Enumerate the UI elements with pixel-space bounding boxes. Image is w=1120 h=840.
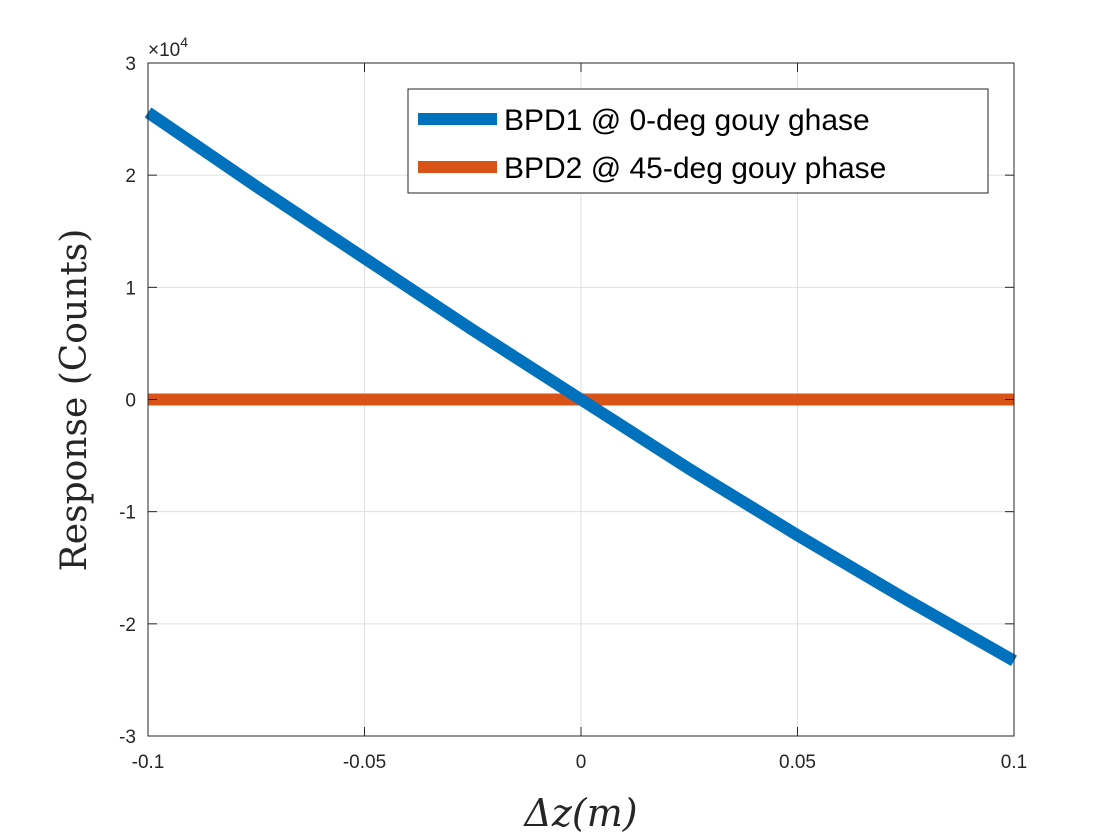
x-tick-label: 0.05 (779, 752, 816, 773)
legend-box (407, 88, 989, 194)
y-tick-label: 2 (125, 166, 136, 187)
y-axis-title: Response (Counts) (54, 229, 95, 572)
y-tick-label: 0 (125, 391, 136, 412)
series-layer (144, 107, 1017, 667)
x-tick-label: 0 (576, 752, 587, 773)
y-tick-label: -3 (119, 727, 136, 748)
series-line-bpd1 (144, 107, 1017, 667)
y-exponent-power: 4 (180, 34, 188, 50)
y-tick-label: -1 (119, 503, 136, 524)
legend-label-bpd2: BPD2 @ 45-deg gouy phase (504, 152, 886, 185)
y-tick-labels: -3 -2 -1 0 1 2 3 (119, 54, 136, 748)
y-exponent-label: ×104 (148, 34, 188, 61)
x-tick-label: -0.1 (132, 752, 165, 773)
legend: BPD1 @ 0-deg gouy ghase BPD2 @ 45-deg go… (407, 88, 989, 194)
y-tick-label: 1 (125, 278, 136, 299)
x-axis-title: Δz(m) (522, 791, 637, 835)
y-exponent-base: ×10 (148, 40, 180, 61)
legend-label-bpd1: BPD1 @ 0-deg gouy ghase (504, 104, 870, 137)
y-tick-label: -2 (119, 615, 136, 636)
ticks (147, 62, 1015, 737)
y-tick-label: 3 (125, 54, 136, 75)
x-tick-labels: -0.1 -0.05 0 0.05 0.1 (132, 752, 1028, 773)
x-tick-label: 0.1 (1001, 752, 1027, 773)
x-tick-label: -0.05 (343, 752, 386, 773)
